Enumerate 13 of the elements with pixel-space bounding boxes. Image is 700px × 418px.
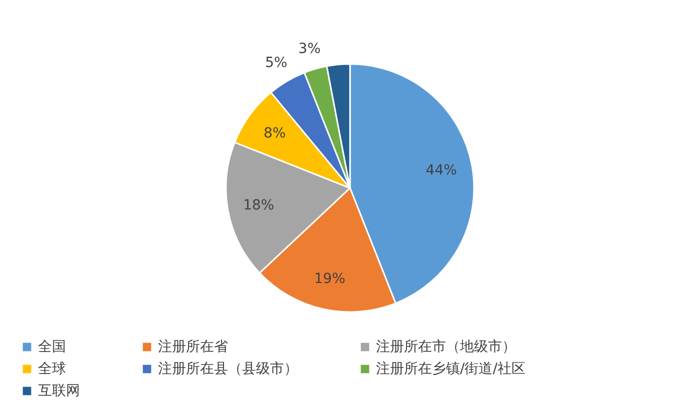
data-label: 18% <box>243 197 274 214</box>
data-label: 44% <box>426 162 457 179</box>
data-label: 19% <box>314 270 346 287</box>
data-label: 3% <box>298 40 321 57</box>
legend-label: 注册所在县（县级市） <box>158 361 298 377</box>
legend-label: 全国 <box>38 339 66 355</box>
legend-label: 注册所在省 <box>158 339 228 355</box>
legend-label: 互联网 <box>38 383 80 399</box>
data-label: 5% <box>265 55 288 72</box>
legend-label: 注册所在市（地级市） <box>376 339 516 355</box>
data-label: 8% <box>264 125 286 142</box>
legend-label: 全球 <box>38 361 66 377</box>
legend-label: 注册所在乡镇/街道/社区 <box>376 361 526 377</box>
